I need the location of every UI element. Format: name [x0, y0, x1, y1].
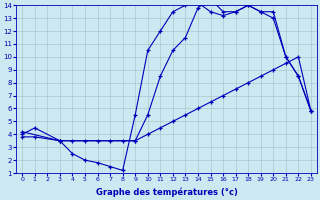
X-axis label: Graphe des températures (°c): Graphe des températures (°c)	[96, 188, 237, 197]
